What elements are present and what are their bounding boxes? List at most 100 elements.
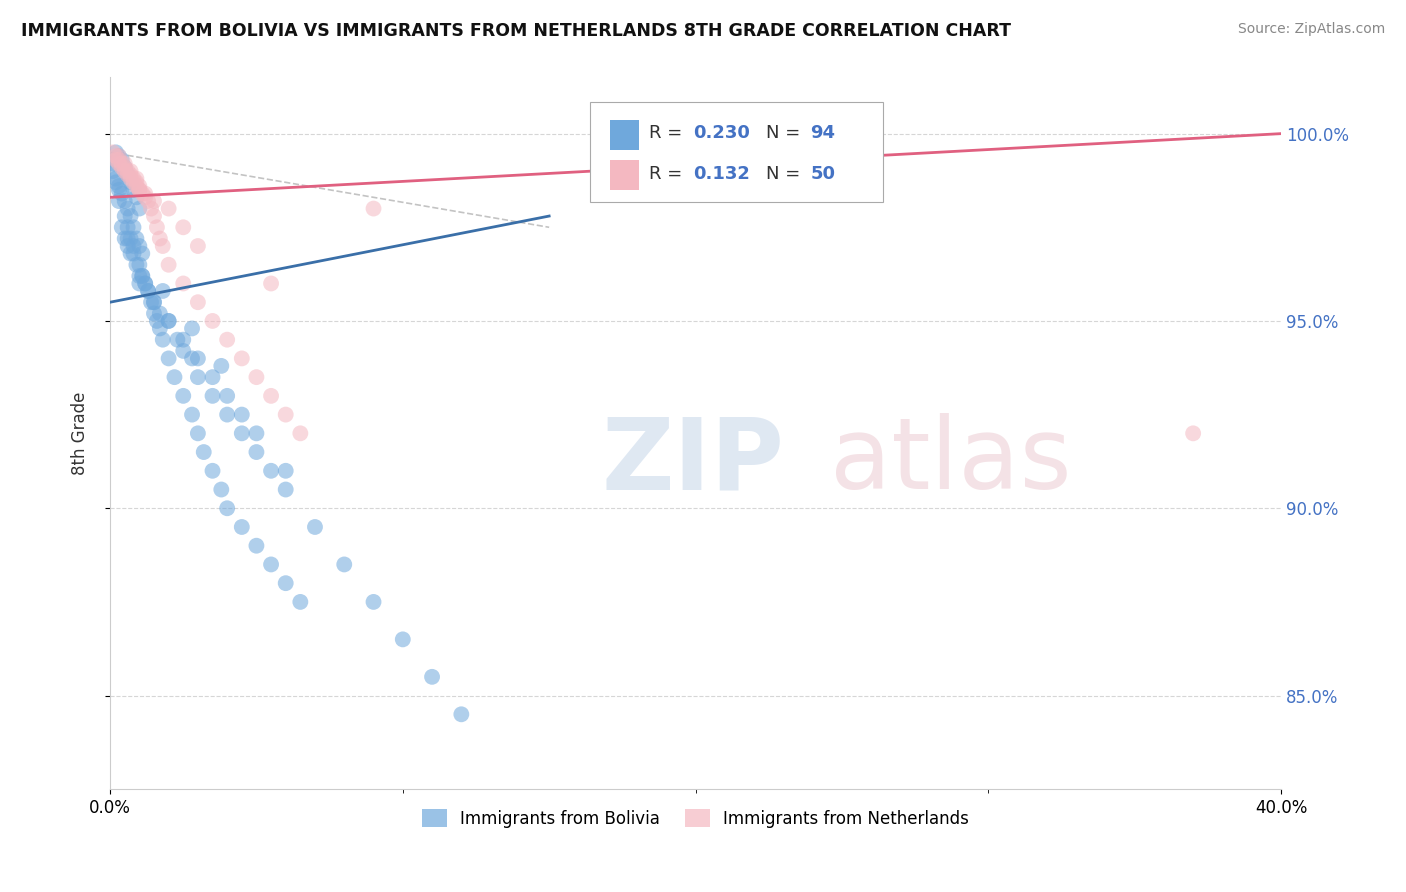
Point — [101, 164, 124, 178]
Point — [111, 156, 134, 170]
Point — [117, 239, 139, 253]
Point — [181, 321, 204, 335]
Point — [274, 576, 297, 591]
Point — [139, 295, 162, 310]
Text: N =: N = — [766, 124, 806, 142]
Point — [363, 595, 385, 609]
Text: IMMIGRANTS FROM BOLIVIA VS IMMIGRANTS FROM NETHERLANDS 8TH GRADE CORRELATION CHA: IMMIGRANTS FROM BOLIVIA VS IMMIGRANTS FR… — [21, 22, 1011, 40]
Point — [125, 190, 148, 204]
Point — [450, 707, 472, 722]
Point — [181, 408, 204, 422]
Point — [122, 183, 145, 197]
Point — [187, 351, 209, 366]
Point — [152, 284, 174, 298]
Point — [157, 314, 180, 328]
Point — [128, 183, 150, 197]
Point — [420, 670, 443, 684]
Point — [157, 314, 180, 328]
Point — [104, 175, 127, 189]
Point — [117, 168, 139, 182]
Point — [117, 202, 139, 216]
Point — [122, 246, 145, 260]
Bar — [610, 160, 640, 190]
Point — [143, 295, 166, 310]
Point — [187, 239, 209, 253]
Point — [114, 156, 136, 170]
Point — [143, 209, 166, 223]
Point — [391, 632, 413, 647]
Point — [108, 153, 131, 167]
Point — [114, 161, 136, 175]
FancyBboxPatch shape — [591, 103, 883, 202]
Point — [274, 464, 297, 478]
Point — [260, 464, 283, 478]
Point — [131, 268, 153, 283]
Point — [136, 284, 159, 298]
Point — [125, 179, 148, 194]
Point — [125, 171, 148, 186]
Point — [172, 389, 194, 403]
Point — [120, 231, 142, 245]
Text: 94: 94 — [810, 124, 835, 142]
Point — [163, 370, 186, 384]
Text: 0.230: 0.230 — [693, 124, 749, 142]
Point — [120, 168, 142, 182]
Point — [114, 194, 136, 208]
Point — [120, 209, 142, 223]
Point — [193, 445, 215, 459]
Point — [201, 464, 224, 478]
Point — [260, 558, 283, 572]
Point — [134, 277, 156, 291]
Point — [122, 220, 145, 235]
Point — [125, 231, 148, 245]
Point — [187, 295, 209, 310]
Point — [111, 161, 134, 175]
Text: atlas: atlas — [830, 413, 1071, 510]
Point — [260, 389, 283, 403]
Text: 0.132: 0.132 — [693, 164, 749, 183]
Point — [146, 314, 169, 328]
Point — [143, 306, 166, 320]
Point — [117, 168, 139, 182]
Point — [157, 351, 180, 366]
Point — [201, 314, 224, 328]
Point — [104, 171, 127, 186]
Point — [120, 246, 142, 260]
Bar — [610, 120, 640, 150]
Point — [209, 359, 232, 373]
Point — [245, 426, 267, 441]
Point — [131, 268, 153, 283]
Point — [290, 426, 312, 441]
Point — [122, 175, 145, 189]
Point — [290, 595, 312, 609]
Point — [201, 370, 224, 384]
Point — [363, 202, 385, 216]
Point — [114, 231, 136, 245]
Point — [108, 149, 131, 163]
Point — [187, 370, 209, 384]
Point — [146, 220, 169, 235]
Point — [157, 258, 180, 272]
Text: N =: N = — [766, 164, 806, 183]
Point — [111, 186, 134, 201]
Point — [128, 277, 150, 291]
Point — [128, 202, 150, 216]
Point — [134, 186, 156, 201]
Point — [136, 284, 159, 298]
Point — [125, 175, 148, 189]
Point — [172, 333, 194, 347]
Point — [260, 277, 283, 291]
Legend: Immigrants from Bolivia, Immigrants from Netherlands: Immigrants from Bolivia, Immigrants from… — [415, 803, 976, 834]
Point — [108, 183, 131, 197]
Point — [125, 258, 148, 272]
Point — [274, 408, 297, 422]
Point — [122, 171, 145, 186]
Text: 50: 50 — [810, 164, 835, 183]
Point — [149, 321, 172, 335]
Point — [157, 202, 180, 216]
Point — [333, 558, 356, 572]
Point — [231, 520, 253, 534]
Point — [104, 149, 127, 163]
Point — [108, 194, 131, 208]
Point — [101, 145, 124, 160]
